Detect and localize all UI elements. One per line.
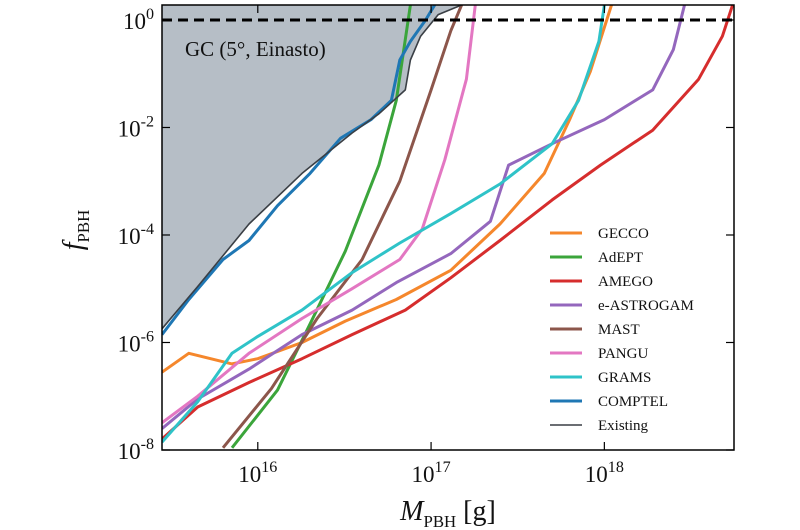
x-tick-label: 1018	[585, 459, 624, 487]
legend-label: AdEPT	[598, 250, 643, 266]
series-line	[162, 5, 606, 444]
annotation: GC (5°, Einasto)	[185, 37, 326, 61]
x-tick-label: 1016	[238, 459, 277, 487]
legend-label: PANGU	[598, 346, 648, 362]
legend-label: e-ASTROGAM	[598, 298, 694, 314]
series-line	[162, 5, 436, 336]
series-line	[162, 5, 462, 330]
series-line	[162, 5, 613, 374]
y-tick-label: 10-6	[118, 328, 154, 356]
plot-frame	[161, 4, 735, 451]
plot-area	[162, 5, 734, 449]
legend-label: MAST	[598, 322, 640, 338]
legend-label: Existing	[598, 418, 649, 434]
series-line	[162, 5, 686, 430]
y-tick-label: 100	[123, 6, 154, 34]
series-line	[162, 5, 477, 425]
series-line	[162, 5, 734, 441]
y-axis-label: fPBH	[58, 210, 93, 250]
legend-label: AMEGO	[598, 274, 653, 290]
legend-label: GRAMS	[598, 370, 651, 386]
y-tick-label: 10-8	[118, 436, 154, 464]
legend-label: COMPTEL	[598, 394, 668, 410]
y-tick-label: 10-2	[118, 113, 154, 141]
y-tick-label: 10-4	[118, 221, 154, 249]
x-tick-label: 1017	[412, 459, 451, 487]
shaded-region	[162, 5, 462, 329]
series-line	[221, 5, 463, 449]
series-line	[230, 5, 412, 449]
legend-label: GECCO	[598, 226, 649, 242]
x-axis-label: MPBH [g]	[399, 496, 496, 530]
